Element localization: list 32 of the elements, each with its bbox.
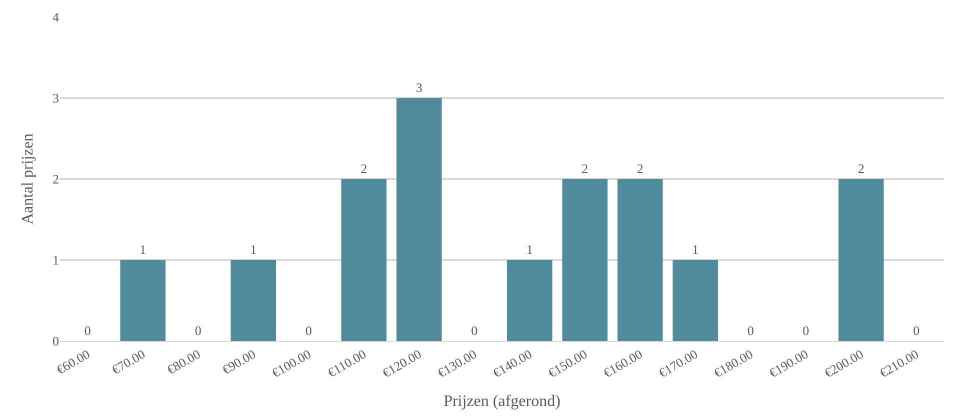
x-axis-title: Prijzen (afgerond) [444,393,560,410]
data-label: 2 [360,161,368,176]
data-label: 0 [194,323,202,338]
data-label: 0 [84,323,91,338]
bar [617,179,663,341]
data-label: 1 [250,242,257,257]
y-tick-label: 4 [52,10,60,25]
bar [838,179,884,341]
y-tick-label: 2 [52,172,59,187]
y-tick-label: 3 [52,90,59,106]
data-label: 1 [692,242,699,257]
data-label: 0 [747,323,754,338]
bar [396,98,442,341]
data-label: 1 [140,242,146,257]
data-label: 3 [416,80,422,95]
data-label: 0 [471,323,478,338]
bar [341,179,387,341]
bar [230,260,276,341]
bar [672,260,718,341]
bar [120,260,166,341]
data-label: 1 [526,242,533,257]
data-label: 0 [802,323,810,338]
data-label: 2 [858,161,864,176]
y-tick-label: 1 [52,252,59,268]
y-tick-label: 0 [52,334,59,349]
bar [562,179,608,341]
data-label: 0 [305,323,312,338]
bar [506,260,552,341]
data-label: 0 [913,323,920,338]
y-axis-title: Aantal prijzen [19,133,36,225]
data-label: 2 [636,161,644,176]
data-label: 2 [582,161,588,176]
